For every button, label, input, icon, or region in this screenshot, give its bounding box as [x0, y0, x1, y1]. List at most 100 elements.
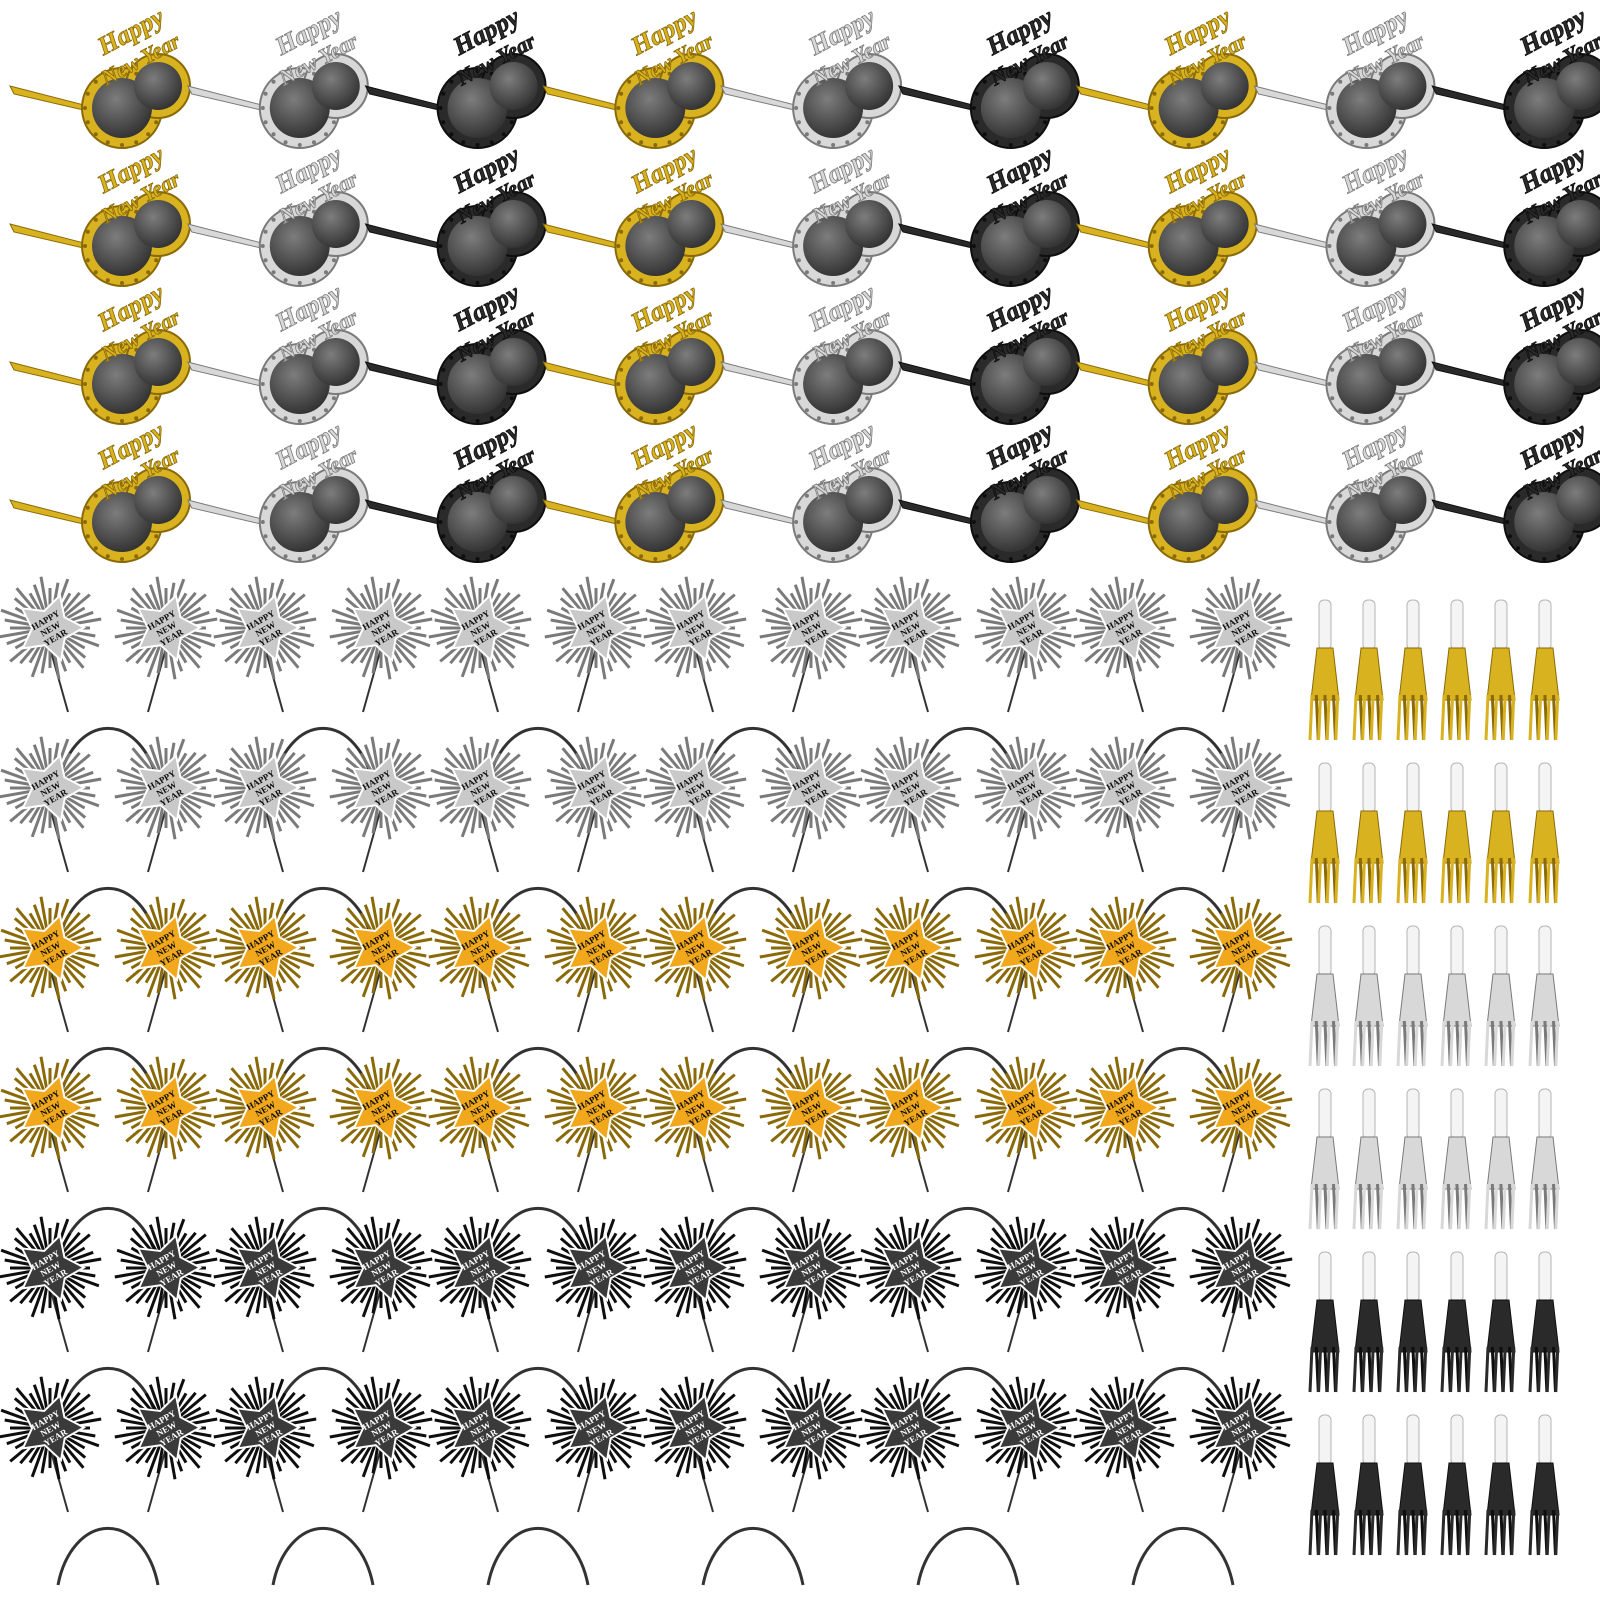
- rhinestone: [297, 483, 302, 487]
- rhinestone: [1172, 140, 1177, 145]
- rhinestone: [804, 132, 809, 137]
- bopper-spring: [49, 807, 69, 873]
- rhinestone: [804, 270, 809, 275]
- rhinestone: [134, 140, 139, 145]
- rhinestone: [1172, 416, 1177, 421]
- rhinestone: [461, 71, 466, 76]
- blower-mouthpiece: [1318, 1088, 1332, 1140]
- blower-fringe: [1537, 857, 1543, 904]
- glasses-lens-right: [134, 62, 182, 110]
- rhinestone: [271, 79, 276, 84]
- rhinestone: [1327, 244, 1332, 248]
- rhinestone: [1364, 281, 1369, 285]
- rhinestone: [974, 505, 979, 510]
- rhinestone: [475, 281, 480, 285]
- rhinestone: [134, 554, 139, 559]
- rhinestone: [1338, 355, 1343, 360]
- bopper-spring: [577, 1127, 597, 1193]
- rhinestone: [449, 79, 454, 84]
- rhinestone: [263, 91, 268, 96]
- blower-fringe: [1457, 1183, 1463, 1230]
- blower-mouthpiece: [1362, 762, 1376, 814]
- blower-fringe: [1510, 857, 1516, 904]
- blower-mouthpiece: [1494, 599, 1508, 651]
- blower-fringe: [1554, 1509, 1560, 1556]
- blower-foil: [1310, 973, 1340, 1027]
- rhinestone: [461, 209, 466, 214]
- blower-fringe: [1413, 1020, 1419, 1067]
- glasses-lens-right: [311, 476, 360, 524]
- rhinestone: [804, 493, 809, 498]
- star-badge: [781, 593, 848, 663]
- blower-mouthpiece: [1450, 925, 1464, 977]
- rhinestone: [146, 270, 151, 275]
- rhinestone: [1043, 120, 1048, 125]
- rhinestone: [1364, 143, 1369, 147]
- rhinestone: [1556, 278, 1561, 283]
- rhinestone: [1378, 416, 1383, 421]
- rhinestone: [85, 120, 90, 125]
- blower-mouthpiece: [1450, 1414, 1464, 1466]
- blower-foil: [1398, 1136, 1428, 1190]
- rhinestone: [509, 120, 514, 125]
- rhinestone: [120, 207, 124, 211]
- rhinestone: [441, 120, 446, 125]
- blower-fringe: [1422, 1183, 1428, 1230]
- rhinestone: [627, 79, 632, 84]
- bopper-spring: [147, 1127, 167, 1193]
- rhinestone: [1516, 79, 1521, 84]
- star-badge: [665, 753, 732, 823]
- rhinestone: [1330, 367, 1335, 372]
- headband-band: [701, 1526, 805, 1586]
- glasses-lens-right: [1556, 200, 1600, 248]
- rhinestone: [865, 534, 870, 539]
- rhinestone: [297, 69, 302, 73]
- blower-fringe: [1334, 1183, 1340, 1230]
- rhinestone: [1152, 229, 1157, 234]
- blower-fringe: [1334, 857, 1340, 904]
- rhinestone: [1350, 140, 1355, 145]
- glasses-lens-right: [134, 476, 182, 524]
- rhinestone: [1338, 546, 1343, 551]
- blower-fringe: [1361, 1020, 1367, 1067]
- rhinestone: [1505, 106, 1510, 110]
- rhinestone: [1160, 493, 1165, 498]
- rhinestone: [146, 546, 151, 551]
- rhinestone: [438, 382, 443, 386]
- star-badge: [665, 593, 732, 663]
- bopper-spring: [1124, 807, 1144, 873]
- blower-fringe: [1369, 1346, 1375, 1393]
- blower-fringe: [1449, 857, 1455, 904]
- rhinestone: [831, 345, 836, 349]
- blower-fringe: [1405, 1346, 1411, 1393]
- rhinestone: [297, 281, 302, 285]
- blower-fringe: [1413, 1509, 1419, 1556]
- rhinestone: [831, 143, 836, 147]
- rhinestone: [263, 396, 268, 401]
- rhinestone: [263, 534, 268, 539]
- glasses-arm: [1431, 85, 1516, 113]
- bopper-spring: [264, 807, 284, 873]
- rhinestone: [653, 483, 658, 487]
- rhinestone: [831, 419, 836, 423]
- rhinestone: [1212, 408, 1217, 413]
- blower-fringe: [1545, 1509, 1551, 1556]
- bopper-spring: [1007, 1127, 1027, 1193]
- blower-mouthpiece: [1538, 599, 1552, 651]
- blower-mouthpiece: [1538, 1251, 1552, 1303]
- rhinestone: [509, 534, 514, 539]
- rhinestone: [627, 546, 632, 551]
